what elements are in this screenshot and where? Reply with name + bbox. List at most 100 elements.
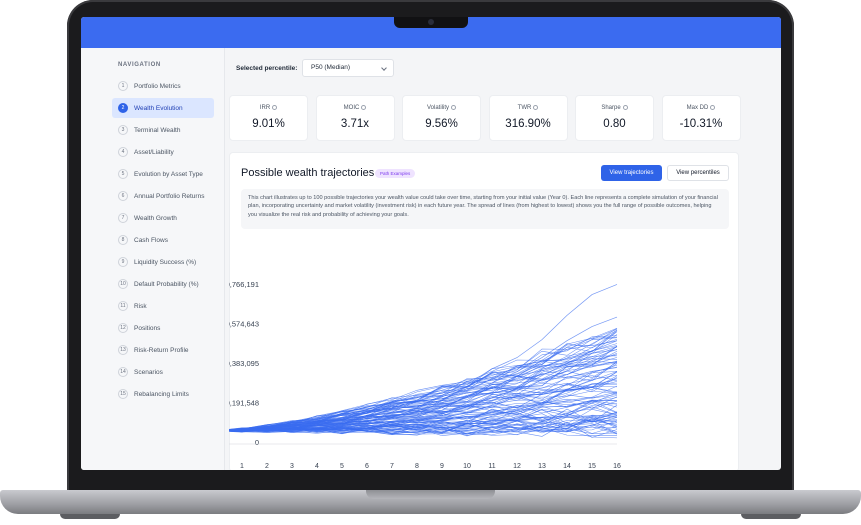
info-icon[interactable] — [451, 105, 456, 110]
sidebar-item-scenarios[interactable]: 14 Scenarios — [112, 362, 214, 382]
nav-item-label: Wealth Growth — [134, 214, 177, 222]
path-examples-badge: Path Examples — [375, 169, 416, 178]
percentile-value: P50 (Median) — [311, 64, 351, 71]
x-tick-label: 6 — [365, 463, 369, 470]
x-tick-label: 7 — [390, 463, 394, 470]
x-tick-label: 13 — [538, 463, 546, 470]
metric-card-volatility: Volatility 9.56% — [402, 95, 481, 141]
nav-item-number: 5 — [118, 169, 128, 179]
nav-list: 1 Portfolio Metrics 2 Wealth Evolution 3 Term… — [112, 76, 214, 406]
x-tick-label: 15 — [588, 463, 596, 470]
webcam-notch — [394, 17, 468, 28]
x-tick-label: 11 — [488, 463, 495, 470]
sidebar-item-positions[interactable]: 12 Positions — [112, 318, 214, 338]
trajectory-line — [216, 328, 618, 431]
metric-value: -10.31% — [679, 118, 723, 130]
y-tick-label: 140,383,095 — [229, 359, 259, 368]
percentile-select[interactable]: P50 (Median) — [302, 59, 394, 77]
trajectory-line — [216, 417, 618, 434]
trajectory-line — [216, 328, 618, 431]
sidebar-item-wealth-growth[interactable]: 7 Wealth Growth — [112, 208, 214, 228]
y-tick-label: 210,574,643 — [229, 320, 259, 329]
trajectory-line — [216, 330, 618, 431]
nav-item-number: 12 — [118, 323, 128, 333]
x-tick-label: 2 — [265, 463, 269, 470]
metric-value: 9.56% — [425, 118, 458, 130]
metric-card-irr: IRR 9.01% — [229, 95, 308, 141]
chart-description: This chart illustrates up to 100 possibl… — [241, 189, 729, 229]
metric-label-text: TWR — [517, 105, 532, 112]
trajectory-line-extreme — [216, 340, 618, 432]
view-trajectories-button[interactable]: View trajectories — [601, 165, 662, 181]
sidebar-item-rebalancing-limits[interactable]: 15 Rebalancing Limits — [112, 384, 214, 404]
view-percentiles-button[interactable]: View percentiles — [667, 165, 729, 181]
nav-item-label: Wealth Evolution — [134, 104, 183, 112]
info-icon[interactable] — [622, 105, 628, 110]
trajectory-line — [216, 387, 618, 432]
metric-label: MOIC — [317, 105, 394, 111]
app-screen: NAVIGATION 1 Portfolio Metrics 2 Wealth Evo… — [81, 17, 781, 470]
metric-card-max-dd: Max DD -10.31% — [661, 95, 741, 141]
nav-item-number: 14 — [118, 367, 128, 377]
sidebar-item-asset-liability[interactable]: 4 Asset/Liability — [112, 142, 214, 162]
sidebar-item-risk-return-profile[interactable]: 13 Risk-Return Profile — [112, 340, 214, 360]
trajectory-line — [216, 412, 618, 431]
nav-item-label: Asset/Liability — [134, 148, 174, 156]
trajectory-line — [216, 329, 618, 431]
sidebar-item-risk[interactable]: 11 Risk — [112, 296, 214, 316]
metric-card-moic: MOIC 3.71x — [315, 95, 395, 141]
x-tick-label: 10 — [463, 463, 471, 470]
metric-value: 9.01% — [252, 118, 285, 130]
info-icon[interactable] — [272, 105, 278, 110]
nav-item-number: 2 — [118, 103, 128, 113]
x-tick-label: 14 — [563, 463, 571, 470]
sidebar-item-annual-portfolio-returns[interactable]: 6 Annual Portfolio Returns — [112, 186, 214, 206]
sidebar-item-portfolio-metrics[interactable]: 1 Portfolio Metrics — [112, 76, 214, 96]
metric-label: Max DD — [663, 105, 740, 111]
info-icon[interactable] — [361, 105, 367, 110]
percentile-label: Selected percentile: — [236, 65, 298, 72]
y-tick-label: 280,766,191 — [229, 280, 259, 289]
y-tick-label: 0 — [255, 438, 259, 447]
info-icon[interactable] — [533, 105, 539, 110]
metric-label: TWR — [490, 105, 567, 111]
laptop-base-groove — [366, 490, 495, 499]
x-tick-label: 1 — [240, 463, 244, 470]
metric-label: Sharpe — [576, 105, 653, 111]
trajectory-line — [216, 420, 618, 434]
camera-icon — [428, 19, 434, 25]
x-tick-label: 8 — [415, 463, 419, 470]
trajectory-line — [216, 415, 618, 431]
metric-value: 316.90% — [505, 118, 551, 130]
nav-item-number: 10 — [118, 279, 128, 289]
metric-label-text: IRR — [259, 105, 271, 112]
sidebar-item-cash-flows[interactable]: 8 Cash Flows — [112, 230, 214, 250]
nav-title: NAVIGATION — [118, 62, 161, 68]
sidebar-item-wealth-evolution[interactable]: 2 Wealth Evolution — [112, 98, 214, 118]
nav-item-label: Scenarios — [134, 368, 163, 376]
metric-value: 3.71x — [340, 118, 370, 130]
trajectories-chart: 0 70,191,548 140,383,095 210,574,643 280,766… — [215, 242, 739, 470]
metric-label-text: Volatility — [426, 105, 449, 112]
laptop-foot-left — [60, 514, 120, 519]
x-tick-label: 9 — [440, 463, 444, 470]
trajectory-line-extreme — [216, 284, 618, 432]
metrics-row: IRR 9.01% MOIC 3.71x Volatility 9.56% TWR 316.9… — [229, 95, 741, 141]
nav-item-label: Risk — [134, 302, 147, 310]
nav-item-label: Liquidity Success (%) — [134, 258, 197, 266]
sidebar-item-terminal-wealth[interactable]: 3 Terminal Wealth — [112, 120, 214, 140]
nav-item-number: 13 — [118, 345, 128, 355]
trajectory-lines — [216, 284, 618, 439]
x-tick-label: 4 — [315, 463, 319, 470]
trajectory-line — [216, 400, 618, 432]
info-icon[interactable] — [710, 105, 716, 110]
sidebar-item-default-probability[interactable]: 10 Default Probability (%) — [112, 274, 214, 294]
sidebar-item-evolution-by-asset-type[interactable]: 5 Evolution by Asset Type — [112, 164, 214, 184]
x-tick-label: 5 — [340, 463, 344, 470]
trajectory-line-extreme — [216, 316, 618, 432]
x-tick-label: 16 — [613, 463, 621, 470]
metric-card-twr: TWR 316.90% — [488, 95, 568, 141]
metric-label-text: Max DD — [686, 105, 709, 112]
y-tick-label: 70,191,548 — [229, 399, 259, 408]
sidebar-item-liquidity-success[interactable]: 9 Liquidity Success (%) — [112, 252, 214, 272]
